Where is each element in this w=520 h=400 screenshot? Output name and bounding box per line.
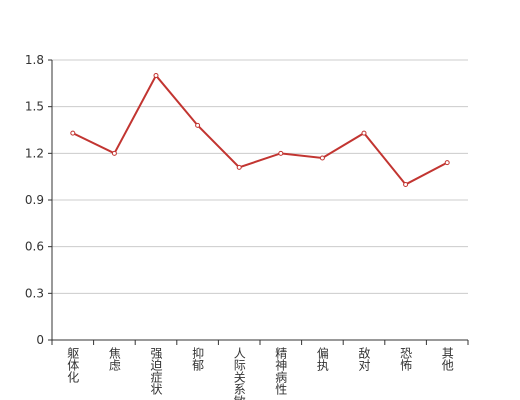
point (111, 150, 117, 156)
x-tick-label: 强迫症状 (149, 347, 163, 395)
y-tick-label: 0 (36, 333, 44, 347)
y-tick-label: 1.5 (25, 100, 44, 114)
x-tick-label: 焦虑 (107, 347, 121, 371)
y-tick-label: 0.3 (25, 286, 44, 300)
line (72, 73, 448, 186)
y-tick-label: 1.8 (25, 53, 44, 67)
point (70, 130, 76, 136)
point (361, 130, 367, 136)
y-tick-label: 1.2 (25, 146, 44, 160)
point (236, 164, 242, 170)
point (278, 150, 284, 156)
x-tick-label: 偏执 (315, 346, 329, 372)
x-tick-label: 其他 (440, 347, 454, 371)
x-tick-label: 抑郁 (191, 346, 205, 372)
x-tick-label: 敌对 (357, 346, 371, 371)
x-tick-label: 躯体化 (66, 346, 80, 384)
point (195, 122, 201, 128)
x-tick-label: 人际关系敏感 (232, 347, 246, 400)
x-tick-label: 恐怖 (399, 347, 413, 371)
point (153, 73, 159, 79)
y-tick-label: 0.6 (25, 240, 44, 254)
point (444, 160, 450, 166)
y-tick-label: 0.9 (25, 193, 44, 207)
point (403, 181, 409, 187)
x-tick-label: 精神病性 (274, 347, 288, 396)
point (319, 155, 325, 161)
